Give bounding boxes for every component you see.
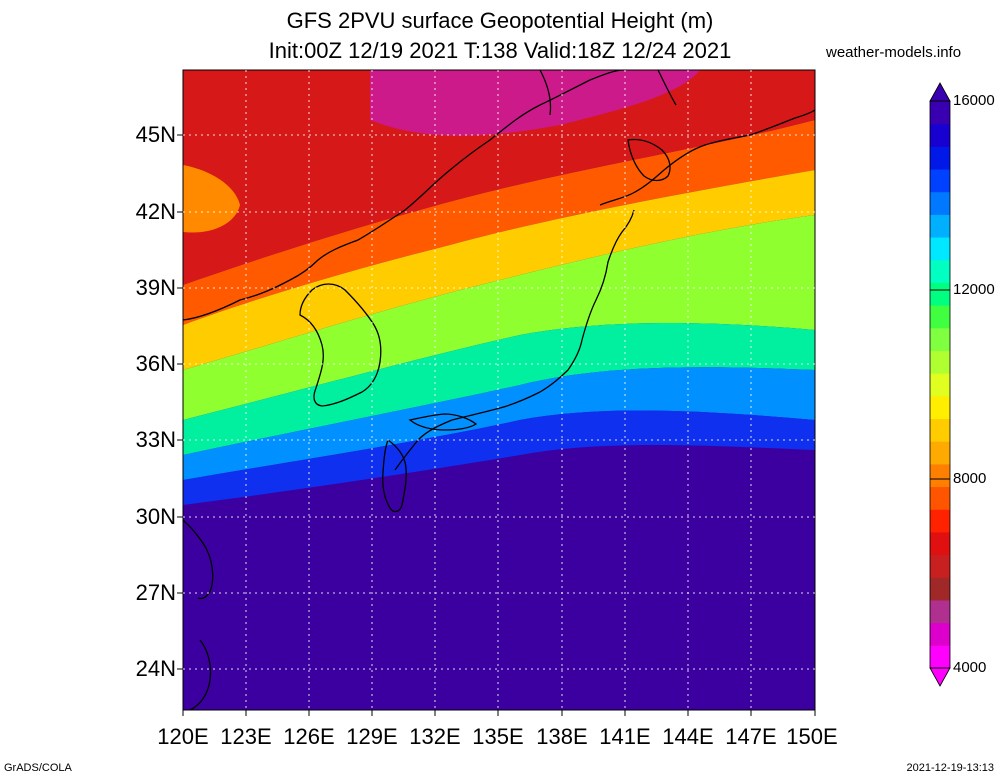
colorbar-segment [930, 418, 950, 442]
colorbar-segment [930, 327, 950, 351]
lat-label: 33N [135, 427, 176, 452]
colorbar-bottom-arrow [929, 667, 951, 687]
trough-magenta [370, 70, 700, 136]
lon-label: 141E [599, 724, 651, 749]
band-red [183, 70, 815, 285]
lat-label: 30N [135, 504, 176, 529]
colorbar-segment [930, 282, 950, 306]
latitude-axis: 45N 42N 39N 36N 33N 30N 27N 24N [116, 0, 176, 779]
colorbar-segment [930, 169, 950, 193]
lon-label: 126E [283, 724, 335, 749]
lon-label: 132E [409, 724, 461, 749]
colorbar-segment [930, 645, 950, 669]
site-credit: weather-models.info [826, 44, 962, 61]
lat-label: 27N [135, 580, 176, 605]
colorbar-segment [930, 486, 950, 510]
colorbar-segment [930, 531, 950, 556]
colorbar-label: 8000 [953, 470, 987, 487]
lon-label: 120E [157, 724, 209, 749]
lat-label: 36N [135, 351, 176, 376]
lon-label: 138E [536, 724, 588, 749]
colorbar-label: 16000 [953, 92, 995, 109]
colorbar-segment [930, 350, 950, 374]
band-green [183, 215, 815, 420]
lon-label: 123E [220, 724, 272, 749]
lon-label: 147E [725, 724, 777, 749]
colorbar-segment [930, 101, 950, 125]
band-teal [183, 323, 815, 455]
colorbar-segment [930, 577, 950, 601]
colorbar-segment [930, 509, 950, 533]
lon-label: 129E [346, 724, 398, 749]
colorbar-segment [930, 373, 950, 397]
axis-ticks [177, 134, 816, 716]
colorbar-segment [930, 554, 950, 578]
colorbar-label: 4000 [953, 659, 987, 676]
colorbar-segment [930, 237, 950, 261]
colorbar-segment [930, 146, 950, 170]
map-frame [182, 69, 816, 711]
footer-software: GrADS/COLA [4, 762, 72, 774]
band-yellow [183, 170, 815, 370]
lat-label: 45N [135, 122, 176, 147]
colorbar-segment [930, 395, 950, 420]
colorbar-ticks [930, 100, 950, 669]
band-orange [183, 120, 815, 325]
colorbar-segment [930, 599, 950, 624]
graticule [183, 70, 815, 710]
band-blue [183, 410, 815, 505]
footer-timestamp: 2021-12-19-13:13 [906, 762, 994, 774]
coastlines [183, 70, 815, 710]
colorbar-segment [930, 191, 950, 215]
map-subtitle: Init:00Z 12/19 2021 T:138 Valid:18Z 12/2… [268, 38, 732, 63]
colorbar-label: 12000 [953, 281, 995, 298]
colorbar-top-arrow [929, 82, 951, 102]
map-title: GFS 2PVU surface Geopotential Height (m) [286, 8, 714, 33]
band-cyan-blue [183, 367, 815, 480]
lat-label: 42N [135, 199, 176, 224]
colorbar-segment [930, 259, 950, 283]
colorbar-segment [930, 123, 950, 147]
lon-label: 135E [472, 724, 524, 749]
colorbar [929, 82, 951, 687]
lat-label: 39N [135, 275, 176, 300]
lat-label: 24N [135, 656, 176, 681]
colorbar-segment [930, 622, 950, 646]
colorbar-segment [930, 214, 950, 238]
lon-label: 144E [662, 724, 714, 749]
colorbar-segment [930, 463, 950, 488]
colorbar-segment [930, 441, 950, 465]
lon-label: 150E [786, 724, 838, 749]
blob-orange [183, 165, 240, 233]
colorbar-segment [930, 305, 950, 329]
